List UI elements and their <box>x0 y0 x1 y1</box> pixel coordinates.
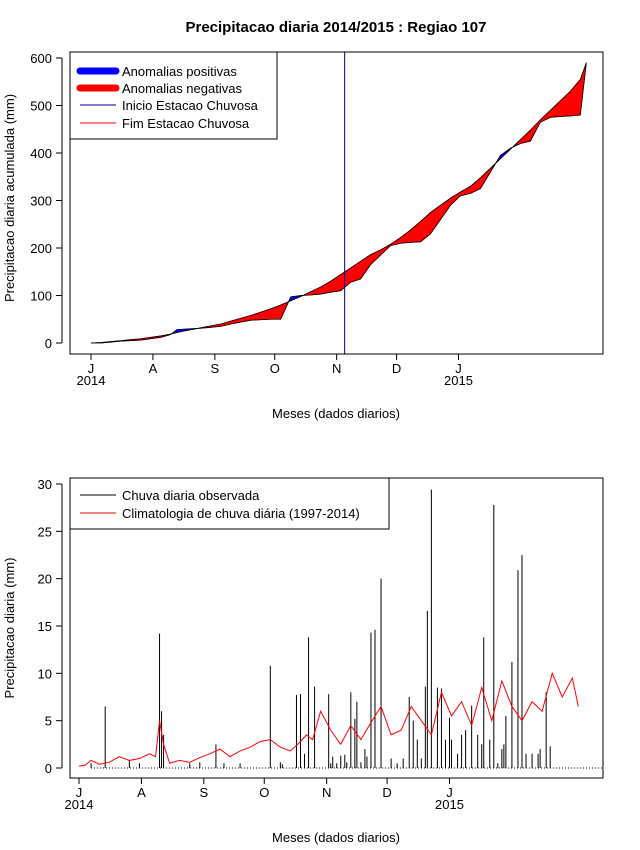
x-tick-label: J <box>76 785 83 800</box>
legend-label-start: Inicio Estacao Chuvosa <box>122 98 259 113</box>
x-tick-label: A <box>149 361 158 376</box>
legend-box <box>69 477 390 530</box>
legend-label-climatology: Climatologia de chuva diária (1997-2014) <box>122 506 360 521</box>
y-tick-label: 15 <box>38 619 52 634</box>
y-tick-label: 5 <box>45 714 52 729</box>
y-tick-label: 200 <box>30 241 52 256</box>
legend: Anomalias positivas Anomalias negativas … <box>69 51 278 140</box>
year-label: 2014 <box>77 373 106 388</box>
observed-cumulative-line <box>91 62 587 344</box>
positive-anomaly-band <box>170 147 513 336</box>
y-tick-label: 25 <box>38 524 52 539</box>
x-tick-label: N <box>322 785 331 800</box>
y-tick-label: 20 <box>38 572 52 587</box>
x-tick-label: J <box>446 785 453 800</box>
y-tick-label: 30 <box>38 477 52 492</box>
chart-title: Precipitacao diaria 2014/2015 : Regiao 1… <box>185 19 486 36</box>
y-axis: 0 5 10 15 20 25 30 <box>38 477 63 776</box>
x-tick-label: J <box>455 361 462 376</box>
panel-cumulative: Precipitacao diaria 2014/2015 : Regiao 1… <box>2 19 604 421</box>
x-tick-label: J <box>88 361 95 376</box>
x-tick-label: D <box>392 361 401 376</box>
y-tick-label: 100 <box>30 289 52 304</box>
y-axis-label: Precipitacao diaria (mm) <box>2 558 17 699</box>
year-label: 2015 <box>435 797 464 812</box>
x-axis-label: Meses (dados diarios) <box>272 406 400 421</box>
y-tick-label: 400 <box>30 146 52 161</box>
climatology-line <box>78 671 579 767</box>
y-tick-label: 500 <box>30 99 52 114</box>
legend: Chuva diaria observada Climatologia de c… <box>69 477 390 530</box>
daily-rain-bars <box>90 489 551 768</box>
y-tick-label: 300 <box>30 194 52 209</box>
legend-label-positive: Anomalias positivas <box>122 64 237 79</box>
climatology-daily-line <box>78 671 579 767</box>
cumulative-lines <box>90 62 587 344</box>
y-axis: 0 100 200 300 400 500 600 <box>30 51 63 351</box>
x-axis-label: Meses (dados diarios) <box>272 830 400 845</box>
legend-label-observed: Chuva diaria observada <box>122 488 260 503</box>
legend-label-negative: Anomalias negativas <box>122 81 242 96</box>
y-tick-label: 10 <box>38 666 52 681</box>
x-tick-label: D <box>382 785 391 800</box>
year-label: 2015 <box>444 373 473 388</box>
x-tick-label: O <box>270 361 280 376</box>
y-tick-label: 0 <box>45 336 52 351</box>
climatology-cumulative-line <box>90 62 587 344</box>
x-tick-label: O <box>259 785 269 800</box>
legend-label-end: Fim Estacao Chuvosa <box>122 116 250 131</box>
x-tick-label: A <box>137 785 146 800</box>
x-tick-label: N <box>332 361 341 376</box>
y-axis-label: Precipitacao diaria acumulada (mm) <box>2 94 17 302</box>
y-tick-label: 0 <box>45 761 52 776</box>
legend-box <box>69 51 278 140</box>
x-tick-label: S <box>200 785 209 800</box>
year-label: 2014 <box>65 797 94 812</box>
y-tick-label: 600 <box>30 51 52 66</box>
x-tick-label: S <box>210 361 219 376</box>
